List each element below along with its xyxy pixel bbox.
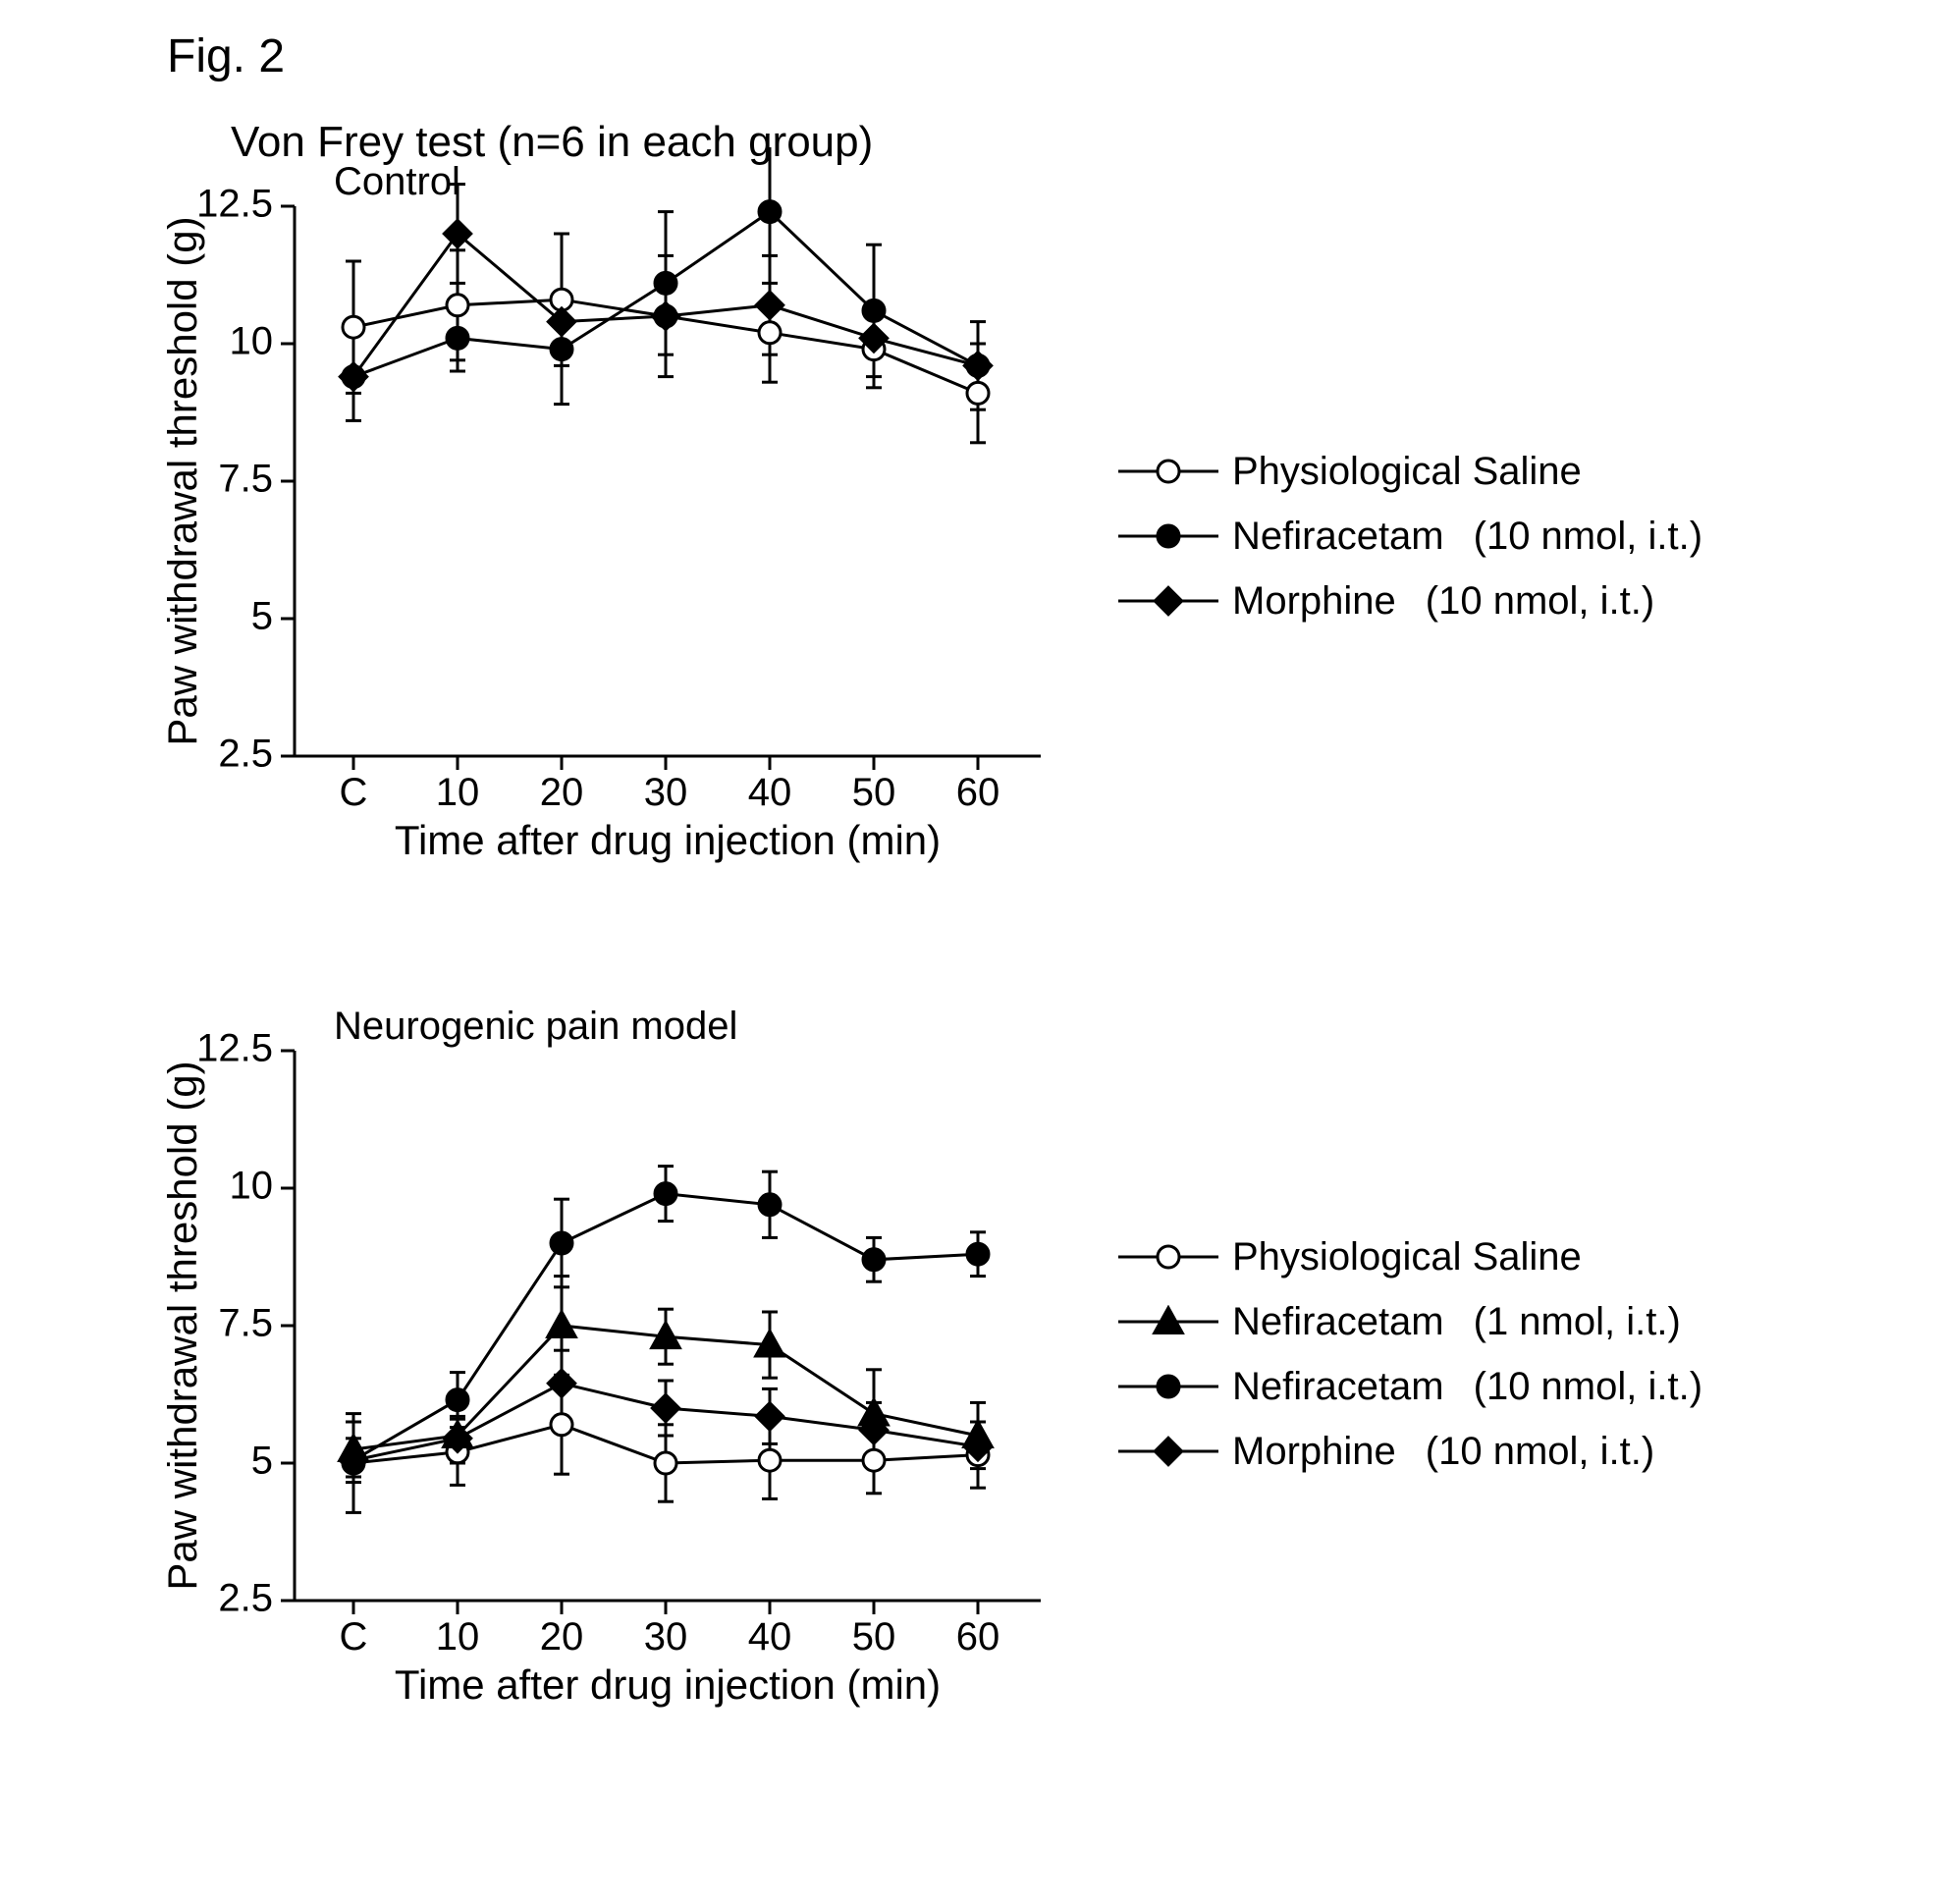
svg-text:Paw withdrawal threshold (g): Paw withdrawal threshold (g): [167, 1061, 205, 1590]
svg-text:50: 50: [852, 1615, 896, 1659]
svg-text:20: 20: [540, 1615, 584, 1659]
svg-text:50: 50: [852, 771, 896, 814]
figure-label: Fig. 2: [167, 29, 285, 83]
svg-text:30: 30: [644, 771, 688, 814]
legend-item-morphine10: Morphine (10 nmol, i.t.): [1114, 1432, 1702, 1471]
svg-text:20: 20: [540, 771, 584, 814]
svg-text:10: 10: [436, 771, 480, 814]
svg-text:C: C: [340, 771, 368, 814]
svg-text:7.5: 7.5: [218, 1302, 273, 1345]
svg-text:Neurogenic pain model: Neurogenic pain model: [334, 1005, 737, 1048]
svg-text:40: 40: [748, 1615, 792, 1659]
svg-text:12.5: 12.5: [196, 183, 273, 226]
legend-label: Nefiracetam: [1232, 1302, 1444, 1341]
svg-text:C: C: [340, 1615, 368, 1659]
legend-label: Physiological Saline: [1232, 452, 1582, 491]
chart-panel-control: 2.5 5 7.5 10 12.5 C 10 20 30 40 50 60 Time after dru…: [167, 147, 1060, 903]
svg-text:7.5: 7.5: [218, 458, 273, 501]
svg-text:60: 60: [956, 771, 1000, 814]
svg-text:5: 5: [251, 1440, 273, 1483]
legend-dose: (10 nmol, i.t.): [1426, 1432, 1654, 1471]
svg-text:60: 60: [956, 1615, 1000, 1659]
legend-item-nefiracetam10: Nefiracetam (10 nmol, i.t.): [1114, 517, 1702, 556]
svg-text:2.5: 2.5: [218, 1577, 273, 1620]
svg-text:12.5: 12.5: [196, 1027, 273, 1070]
legend-label: Morphine: [1232, 581, 1396, 621]
legend-dose: (10 nmol, i.t.): [1474, 1367, 1702, 1406]
svg-text:5: 5: [251, 595, 273, 638]
legend-item-nefiracetam10: Nefiracetam (10 nmol, i.t.): [1114, 1367, 1702, 1406]
legend-dose: (10 nmol, i.t.): [1426, 581, 1654, 621]
svg-text:Paw withdrawal threshold (g): Paw withdrawal threshold (g): [167, 216, 205, 745]
chart-panel-neurogenic: 2.5 5 7.5 10 12.5 C 10 20 30 40 50 60 Time after dru…: [167, 992, 1060, 1748]
svg-text:40: 40: [748, 771, 792, 814]
legend-item-morphine10: Morphine (10 nmol, i.t.): [1114, 581, 1702, 621]
svg-text:Time after drug injection (min: Time after drug injection (min): [395, 817, 941, 863]
legend-label: Nefiracetam: [1232, 1367, 1444, 1406]
legend-label: Physiological Saline: [1232, 1237, 1582, 1277]
svg-text:10: 10: [436, 1615, 480, 1659]
legend-label: Nefiracetam: [1232, 517, 1444, 556]
svg-text:2.5: 2.5: [218, 733, 273, 776]
legend-label: Morphine: [1232, 1432, 1396, 1471]
svg-text:Time after drug injection (min: Time after drug injection (min): [395, 1661, 941, 1708]
legend-item-saline: Physiological Saline: [1114, 452, 1702, 491]
svg-text:Control: Control: [334, 160, 460, 203]
legend-dose: (1 nmol, i.t.): [1474, 1302, 1681, 1341]
svg-text:10: 10: [230, 1165, 274, 1208]
legend-neurogenic: Physiological Saline Nefiracetam (1 nmol, …: [1114, 1237, 1702, 1496]
legend-item-saline: Physiological Saline: [1114, 1237, 1702, 1277]
legend-item-nefiracetam1: Nefiracetam (1 nmol, i.t.): [1114, 1302, 1702, 1341]
legend-dose: (10 nmol, i.t.): [1474, 517, 1702, 556]
svg-text:30: 30: [644, 1615, 688, 1659]
legend-control: Physiological Saline Nefiracetam (10 nmol,…: [1114, 452, 1702, 646]
svg-text:10: 10: [230, 320, 274, 363]
